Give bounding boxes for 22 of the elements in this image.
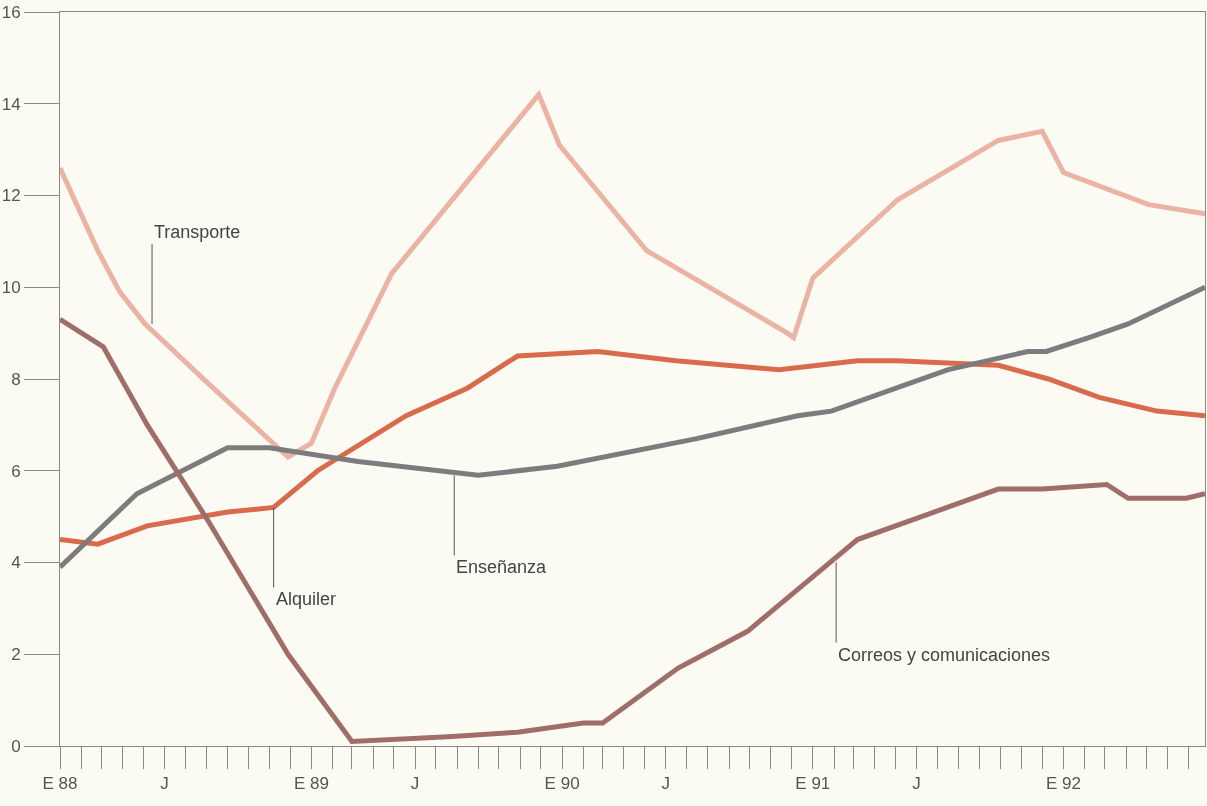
y-tick-label: 14 [1,94,21,114]
x-tick-label: E 88 [42,774,78,794]
y-tick-label: 6 [11,461,21,481]
annotation: Alquiler [276,589,337,609]
annotation: Enseñanza [456,557,548,577]
x-tick-label: J [160,774,169,794]
annotation: Transporte [154,222,241,242]
x-tick-label: E 89 [293,774,329,794]
x-tick-label: J [661,774,671,794]
x-tick-label: J [912,774,921,794]
x-tick-label: E 91 [795,774,831,794]
y-tick-label: 4 [11,553,21,573]
y-tick-label: 12 [1,186,21,206]
annotation: Correos y comunicaciones [838,645,1051,665]
x-tick-label: J [410,774,420,794]
x-tick-label: E 90 [544,774,580,794]
x-tick-label: E 92 [1046,774,1081,794]
y-tick-label: 0 [11,736,21,756]
y-tick-label: 8 [11,369,21,389]
y-tick-label: 10 [1,278,21,298]
y-tick-label: 2 [11,645,21,665]
y-tick-label: 16 [1,2,21,22]
